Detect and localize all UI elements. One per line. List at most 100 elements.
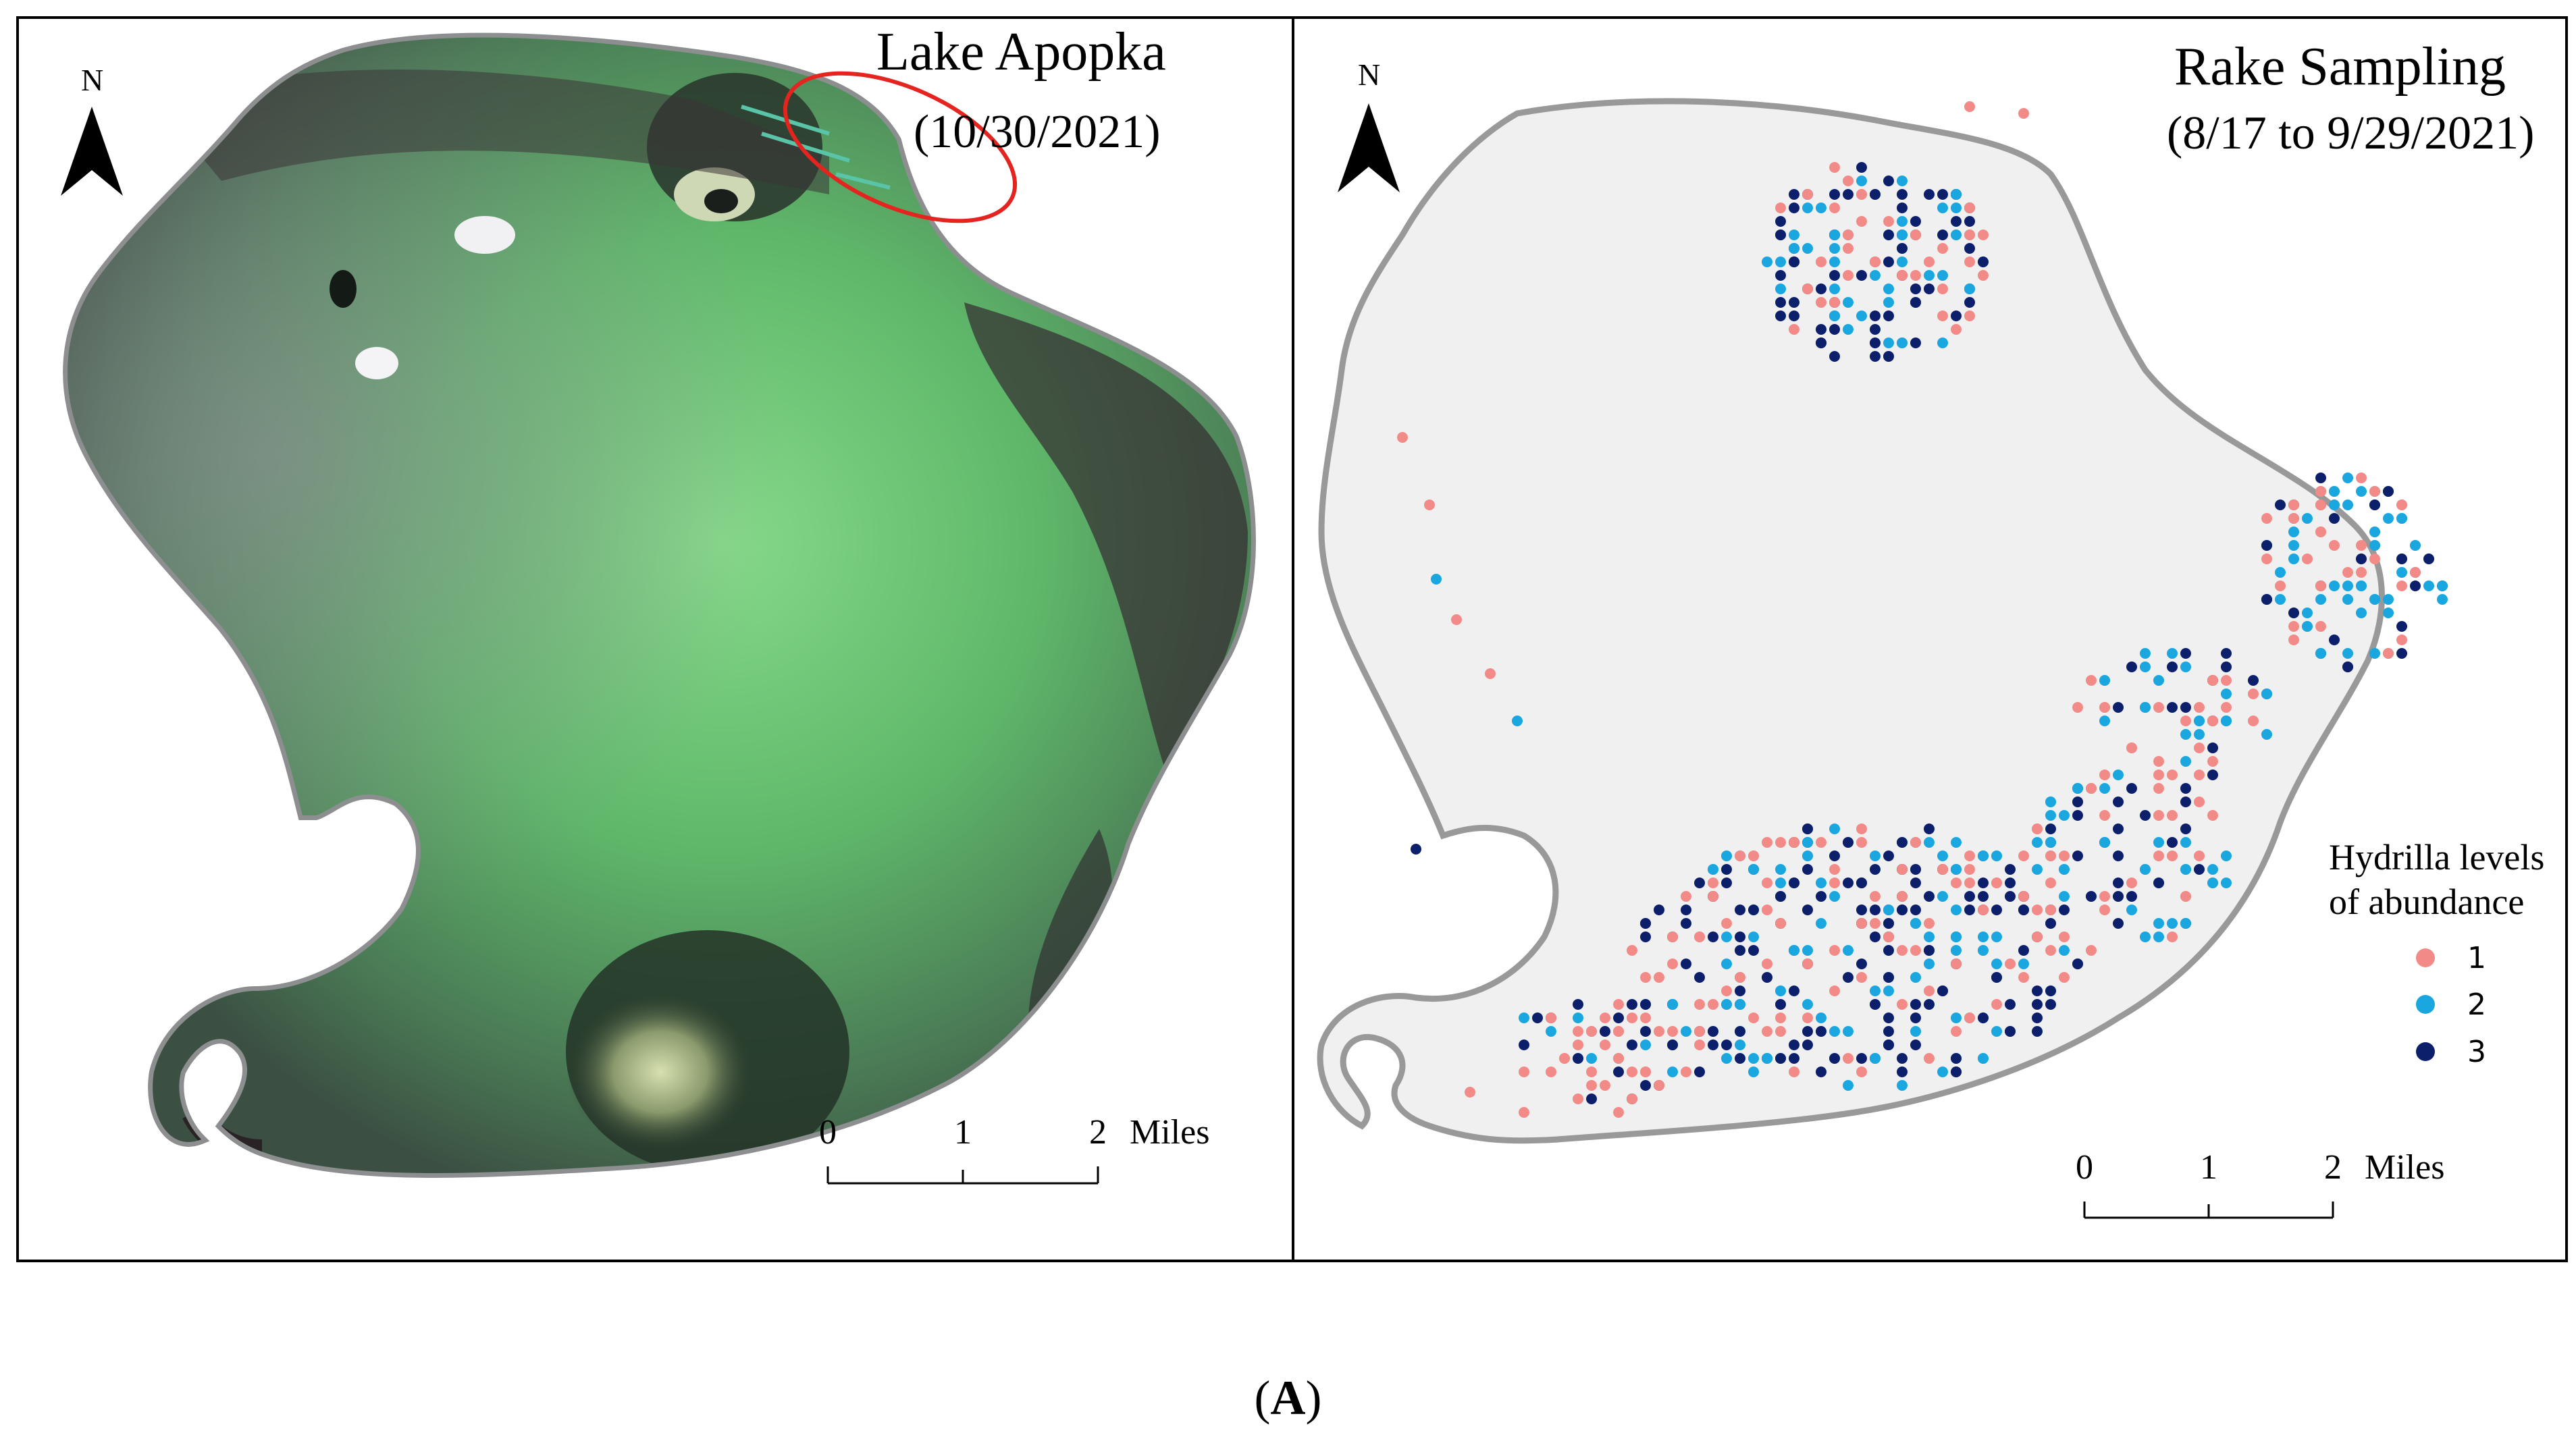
sample-point bbox=[1627, 1013, 1637, 1023]
sample-point bbox=[1735, 945, 1745, 956]
scale-tick-1: 1 bbox=[954, 1113, 972, 1152]
sample-point bbox=[1843, 1080, 1854, 1091]
sample-point bbox=[1802, 1026, 1813, 1037]
sample-point bbox=[1829, 824, 1840, 834]
sample-point bbox=[1883, 297, 1894, 308]
sample-point bbox=[1681, 918, 1691, 929]
sample-point bbox=[1829, 945, 1840, 956]
sample-point bbox=[1748, 945, 1759, 956]
scale-tick-0: 0 bbox=[2076, 1148, 2093, 1187]
sample-point bbox=[2099, 716, 2110, 726]
sample-point bbox=[2288, 621, 2299, 632]
sample-point bbox=[1937, 310, 1948, 321]
sample-point bbox=[2126, 905, 2137, 915]
sample-point bbox=[2167, 918, 2178, 929]
sample-point bbox=[1748, 850, 1759, 861]
sample-point bbox=[1964, 101, 1975, 112]
sample-point bbox=[1856, 1053, 1867, 1064]
sample-point bbox=[1762, 972, 1772, 983]
sample-point bbox=[2059, 905, 2070, 915]
sample-point bbox=[1870, 351, 1881, 362]
sample-point bbox=[2396, 648, 2407, 659]
legend-label-2: 2 bbox=[2467, 988, 2486, 1022]
sample-point bbox=[2261, 729, 2272, 740]
sample-point bbox=[1829, 878, 1840, 888]
north-arrow-icon bbox=[61, 107, 123, 196]
sample-point bbox=[2059, 850, 2070, 861]
sample-point bbox=[1843, 189, 1854, 200]
sample-point bbox=[1978, 905, 1989, 915]
sample-point bbox=[2045, 878, 2056, 888]
sample-point bbox=[1762, 256, 1772, 267]
sample-point bbox=[1735, 986, 1745, 996]
sample-point bbox=[1775, 256, 1786, 267]
sample-point bbox=[2153, 850, 2164, 861]
sample-point bbox=[1829, 256, 1840, 267]
sample-point bbox=[2261, 513, 2272, 524]
sample-point bbox=[1924, 932, 1935, 942]
sample-point bbox=[2207, 770, 2218, 780]
sample-point bbox=[1762, 905, 1772, 915]
sample-point bbox=[2207, 810, 2218, 821]
rake-sampling-panel: Rake Sampling (8/17 to 9/29/2021) N Hydr… bbox=[1292, 16, 2568, 1262]
sample-point bbox=[1654, 1080, 1664, 1091]
sample-point bbox=[2099, 837, 2110, 848]
sample-point bbox=[2248, 688, 2259, 699]
sample-point bbox=[1613, 1026, 1624, 1037]
sample-point bbox=[2302, 554, 2313, 564]
sample-point bbox=[2315, 500, 2326, 510]
sample-point bbox=[2369, 526, 2380, 537]
sample-point bbox=[2072, 959, 2083, 969]
sample-point bbox=[2180, 729, 2191, 740]
sample-point bbox=[1924, 824, 1935, 834]
sample-point bbox=[1897, 1066, 1908, 1077]
sample-point bbox=[2113, 702, 2124, 713]
sample-point bbox=[1681, 905, 1691, 915]
sample-point bbox=[1937, 850, 1948, 861]
sample-point bbox=[1802, 864, 1813, 875]
sample-point bbox=[1721, 986, 1732, 996]
sample-point bbox=[2032, 999, 2043, 1010]
sample-point bbox=[2248, 716, 2259, 726]
sample-point bbox=[1735, 905, 1745, 915]
sample-point bbox=[1519, 1013, 1529, 1023]
figure-caption: (A) bbox=[0, 1370, 2576, 1426]
sample-point bbox=[1431, 574, 1442, 585]
sample-point bbox=[1789, 297, 1799, 308]
sample-point bbox=[2221, 662, 2232, 672]
north-label: N bbox=[1358, 57, 1381, 92]
sample-point bbox=[1829, 297, 1840, 308]
sample-point bbox=[1681, 891, 1691, 902]
sample-point bbox=[2342, 662, 2353, 672]
sample-point bbox=[1910, 338, 1921, 348]
sample-point bbox=[1964, 864, 1975, 875]
sample-point bbox=[2369, 500, 2380, 510]
sample-point bbox=[2356, 540, 2367, 551]
sample-point bbox=[2018, 945, 2029, 956]
sample-point bbox=[1856, 216, 1867, 227]
sample-point bbox=[1897, 891, 1908, 902]
sample-point bbox=[1721, 918, 1732, 929]
scale-tick-1: 1 bbox=[2200, 1148, 2217, 1187]
sample-point bbox=[1775, 230, 1786, 240]
sample-point bbox=[1735, 972, 1745, 983]
sample-point bbox=[1681, 959, 1691, 969]
sample-point bbox=[1856, 918, 1867, 929]
sample-point bbox=[2180, 662, 2191, 672]
sample-point bbox=[1816, 1013, 1826, 1023]
sample-point bbox=[1843, 1053, 1854, 1064]
sample-point bbox=[2369, 594, 2380, 605]
sample-point bbox=[2045, 945, 2056, 956]
sample-point bbox=[2423, 580, 2434, 591]
sample-point bbox=[1708, 999, 1718, 1010]
sample-point bbox=[1951, 864, 1962, 875]
sample-point bbox=[1748, 905, 1759, 915]
sample-point bbox=[2315, 594, 2326, 605]
sample-point bbox=[1937, 864, 1948, 875]
sample-point bbox=[1924, 918, 1935, 929]
sample-point bbox=[1883, 972, 1894, 983]
sample-point bbox=[1856, 162, 1867, 173]
sample-point bbox=[2045, 918, 2056, 929]
sample-point bbox=[1775, 270, 1786, 281]
sample-point bbox=[1870, 338, 1881, 348]
